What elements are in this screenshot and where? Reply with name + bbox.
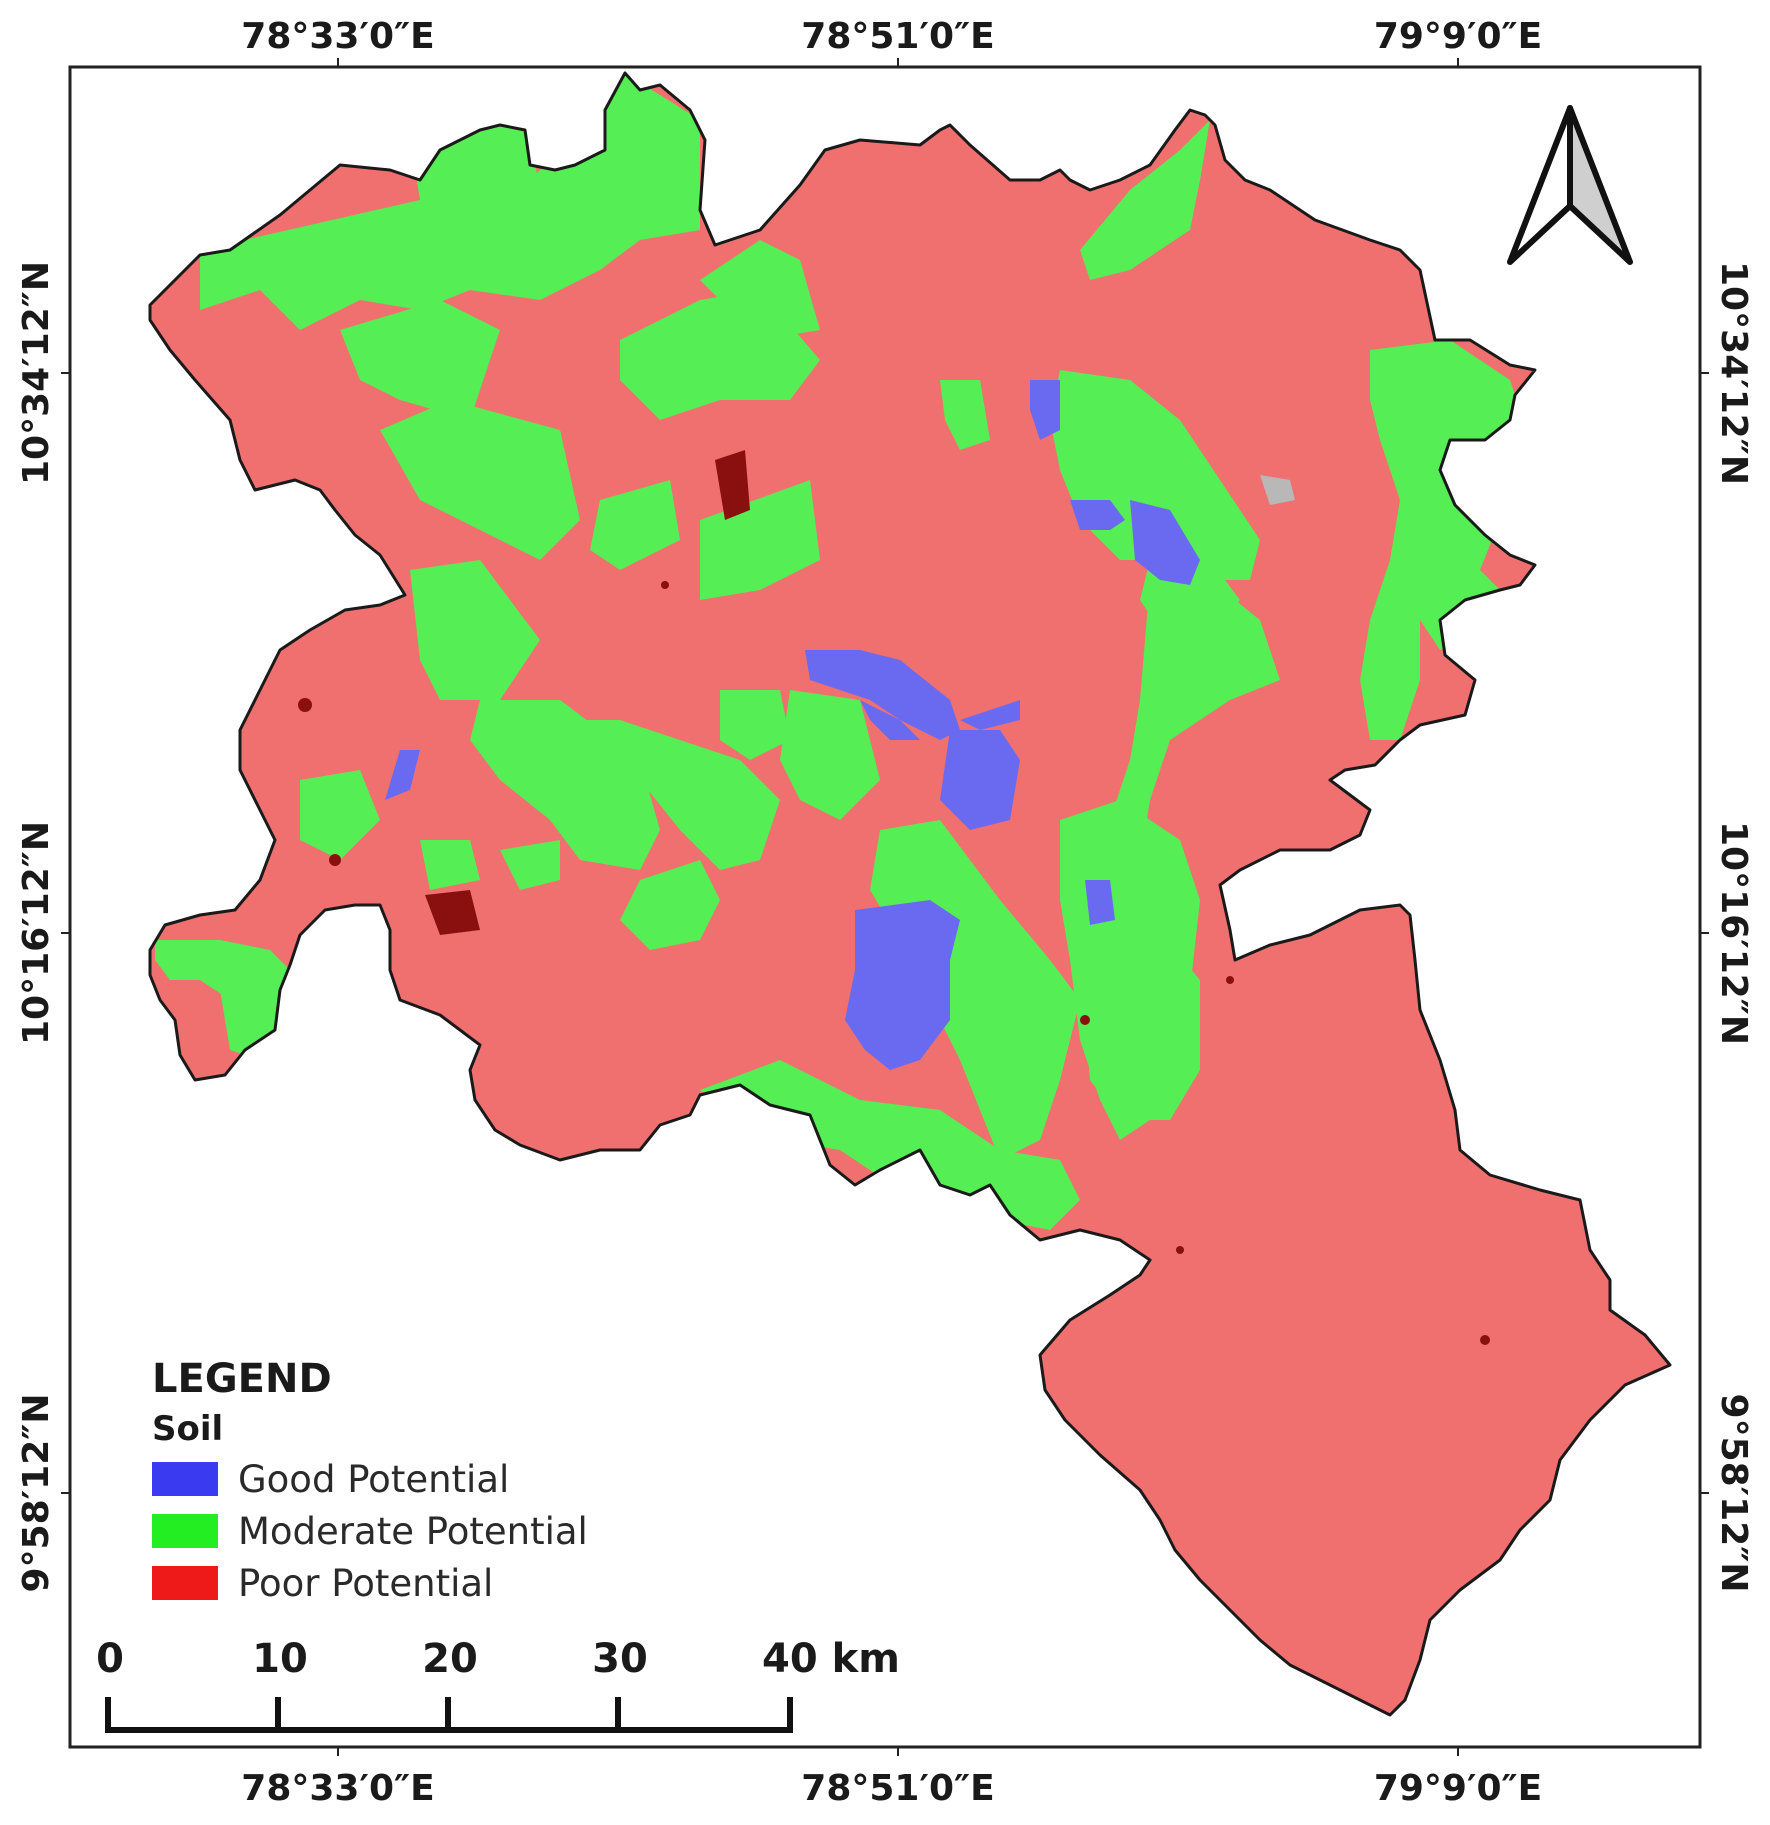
legend-swatch-good	[152, 1462, 218, 1496]
no-data-area	[1260, 475, 1295, 505]
left-latitude-label-3: 9°58′12″N	[16, 1394, 57, 1593]
legend-swatch-moderate	[152, 1514, 218, 1548]
top-longitude-label-1: 78°33′0″E	[241, 16, 434, 57]
left-latitude-label-1: 10°34′12″N	[16, 261, 57, 485]
district-boundary	[148, 71, 1672, 1717]
legend: LEGEND Soil Good Potential Moderate Pote…	[152, 1356, 588, 1605]
top-longitude-label-3: 79°9′0″E	[1374, 16, 1542, 57]
legend-label-good: Good Potential	[238, 1458, 509, 1501]
moderate-potential-area	[155, 73, 1530, 1230]
right-latitude-label-3: 9°58′12″N	[1713, 1394, 1754, 1593]
left-latitude-label-2: 10°16′12″N	[16, 821, 57, 1045]
dark-speckles	[298, 450, 1490, 1345]
top-longitude-label-2: 78°51′0″E	[801, 16, 994, 57]
scale-label-end: 40 km	[762, 1636, 900, 1682]
scale-label-20: 20	[422, 1636, 478, 1682]
bottom-longitude-label-2: 78°51′0″E	[801, 1768, 994, 1809]
north-arrow-icon	[1507, 105, 1633, 265]
district-map	[148, 71, 1672, 1717]
legend-swatch-poor	[152, 1566, 218, 1600]
legend-label-moderate: Moderate Potential	[238, 1510, 588, 1553]
legend-label-poor: Poor Potential	[238, 1562, 493, 1605]
bottom-longitude-label-3: 79°9′0″E	[1374, 1768, 1542, 1809]
right-latitude-label-2: 10°16′12″N	[1713, 821, 1754, 1045]
scale-label-0: 0	[96, 1636, 124, 1682]
good-potential-area	[385, 380, 1200, 1070]
scale-label-10: 10	[252, 1636, 308, 1682]
legend-subtitle: Soil	[152, 1409, 223, 1449]
graticule-ticks	[61, 58, 1709, 1756]
scale-label-30: 30	[592, 1636, 648, 1682]
legend-title: LEGEND	[152, 1356, 332, 1402]
right-latitude-label-1: 10°34′12″N	[1713, 261, 1754, 485]
scale-bar: 0 10 20 30 40 km	[96, 1636, 900, 1733]
bottom-longitude-label-1: 78°33′0″E	[241, 1768, 434, 1809]
